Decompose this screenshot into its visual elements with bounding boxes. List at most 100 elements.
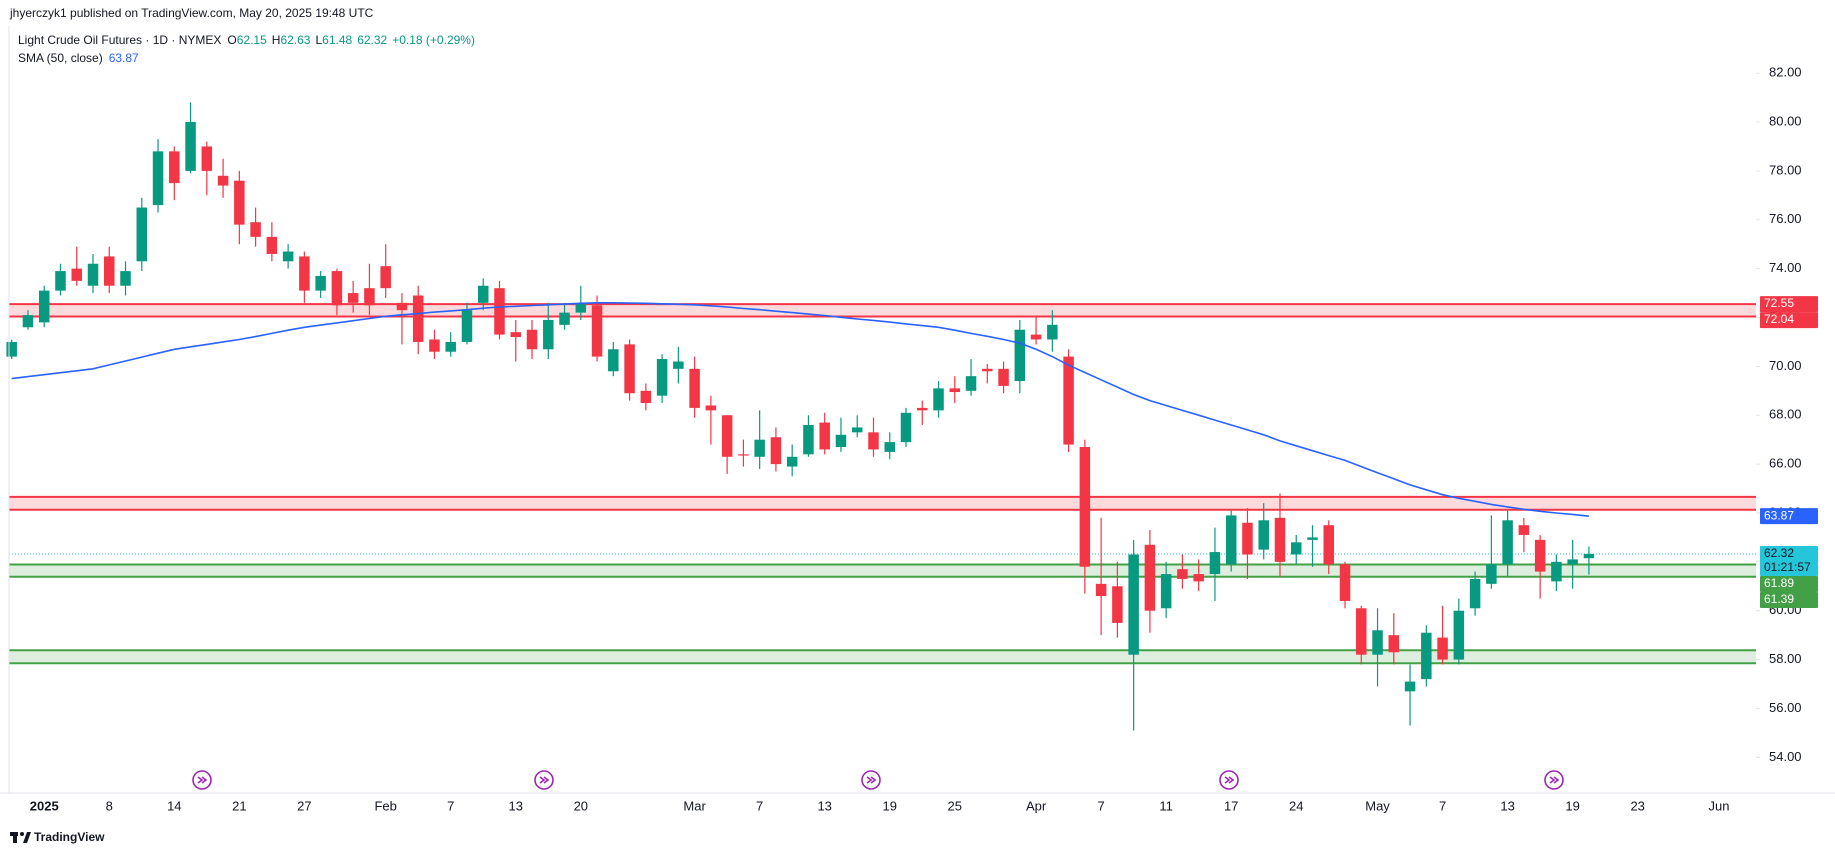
x-tick-label: 7 bbox=[756, 798, 763, 813]
event-marker[interactable] bbox=[861, 770, 881, 790]
x-tick-label: 19 bbox=[883, 798, 897, 813]
x-tick-label: Jun bbox=[1709, 798, 1730, 813]
candle-body bbox=[933, 388, 944, 411]
candle-body bbox=[282, 251, 294, 262]
event-markers bbox=[192, 770, 1564, 790]
candle-body bbox=[868, 432, 879, 450]
candle-body bbox=[543, 319, 554, 350]
candle-body bbox=[591, 305, 603, 357]
change: +0.18 (+0.29%) bbox=[392, 33, 475, 47]
zone-price-label-box bbox=[1760, 296, 1818, 313]
candle-body bbox=[55, 271, 66, 291]
zone-price-label-box bbox=[1760, 592, 1818, 609]
candle-body bbox=[1225, 515, 1237, 565]
plot-area bbox=[9, 303, 1756, 665]
candle-body bbox=[754, 439, 765, 457]
zone-price-label: 61.39 bbox=[1764, 592, 1794, 606]
y-tick-label: 54.00 bbox=[1769, 749, 1802, 764]
y-tick-label: 74.00 bbox=[1769, 260, 1802, 275]
candle-body bbox=[608, 349, 619, 372]
candle-body bbox=[250, 222, 261, 237]
zone-price-label-box bbox=[1760, 312, 1818, 329]
candle-body bbox=[705, 405, 717, 411]
x-tick-label: 23 bbox=[1630, 798, 1644, 813]
candle-body bbox=[738, 454, 749, 456]
x-tick-label: 21 bbox=[232, 798, 246, 813]
marks bbox=[6, 102, 1595, 731]
candle-body bbox=[299, 256, 310, 291]
candle-body bbox=[786, 456, 798, 467]
candle-body bbox=[1160, 574, 1172, 609]
low-value: 61.48 bbox=[322, 33, 352, 47]
candle-body bbox=[185, 122, 196, 171]
open-value: 62.15 bbox=[237, 33, 267, 47]
zone bbox=[9, 496, 1756, 510]
candle-body bbox=[575, 302, 587, 313]
candle-body bbox=[266, 236, 278, 254]
candle-body bbox=[22, 315, 34, 328]
publisher: jhyerczyk1 published on TradingView.com,… bbox=[9, 6, 374, 20]
event-marker[interactable] bbox=[192, 770, 212, 790]
sma-value: 63.87 bbox=[109, 51, 139, 65]
symbol: Light Crude Oil Futures · 1D · NYMEX bbox=[18, 33, 221, 47]
candle-body bbox=[998, 368, 1009, 386]
zone-price-label: 72.55 bbox=[1764, 296, 1794, 310]
brand: TradingView bbox=[34, 830, 105, 844]
low-label: L bbox=[315, 33, 322, 47]
candle-body bbox=[1388, 635, 1400, 653]
candle-body bbox=[494, 288, 505, 335]
high-value: 62.63 bbox=[280, 33, 310, 47]
candle-body bbox=[1534, 539, 1546, 572]
x-tick-label: Apr bbox=[1026, 798, 1047, 813]
candle-body bbox=[1404, 681, 1416, 692]
x-tick-label: 7 bbox=[447, 798, 454, 813]
x-tick-label: 24 bbox=[1289, 798, 1303, 813]
candle-body bbox=[136, 207, 148, 262]
zone bbox=[9, 650, 1756, 664]
candle-body bbox=[331, 271, 343, 306]
candle-body bbox=[1209, 552, 1221, 575]
candle-body bbox=[104, 256, 115, 286]
x-tick-label: 20 bbox=[574, 798, 588, 813]
x-tick-label: 2025 bbox=[30, 798, 59, 813]
candle-body bbox=[1063, 356, 1074, 445]
candle-body bbox=[656, 359, 668, 396]
event-marker[interactable] bbox=[1219, 770, 1239, 790]
candle-body bbox=[1583, 554, 1595, 559]
candle-body bbox=[461, 310, 473, 342]
x-tick-label: 7 bbox=[1439, 798, 1446, 813]
candle-body bbox=[152, 151, 164, 206]
candle-body bbox=[770, 437, 782, 465]
y-tick-label: 68.00 bbox=[1769, 407, 1802, 422]
event-marker[interactable] bbox=[534, 770, 554, 790]
candle-body bbox=[917, 407, 928, 411]
candle-body bbox=[201, 146, 213, 171]
candle-body bbox=[1193, 574, 1204, 582]
candle-body bbox=[1518, 525, 1530, 535]
close-value: 62.32 bbox=[357, 33, 387, 47]
candle-body bbox=[71, 268, 82, 281]
candle-body bbox=[1274, 517, 1286, 562]
candle-body bbox=[234, 180, 245, 225]
candle-body bbox=[624, 344, 635, 394]
sma-price-label-box bbox=[1760, 508, 1818, 525]
candle-body bbox=[673, 361, 684, 369]
event-marker[interactable] bbox=[1544, 770, 1564, 790]
candle-body bbox=[1453, 610, 1465, 660]
x-tick-label: Feb bbox=[374, 798, 396, 813]
candle-body bbox=[1290, 542, 1302, 555]
x-tick-label: 7 bbox=[1098, 798, 1105, 813]
candle-body bbox=[429, 339, 440, 352]
candle-body bbox=[900, 412, 912, 443]
candle-body bbox=[510, 332, 522, 338]
candle-body bbox=[396, 302, 408, 311]
candle-body bbox=[1486, 564, 1497, 584]
y-tick-label: 76.00 bbox=[1769, 211, 1802, 226]
candle-body bbox=[559, 312, 570, 325]
y-tick-label: 56.00 bbox=[1769, 700, 1802, 715]
legend-sma: SMA (50, close) 63.87 bbox=[18, 51, 139, 65]
x-tick-label: 13 bbox=[1500, 798, 1514, 813]
x-tick-label: May bbox=[1365, 798, 1390, 813]
